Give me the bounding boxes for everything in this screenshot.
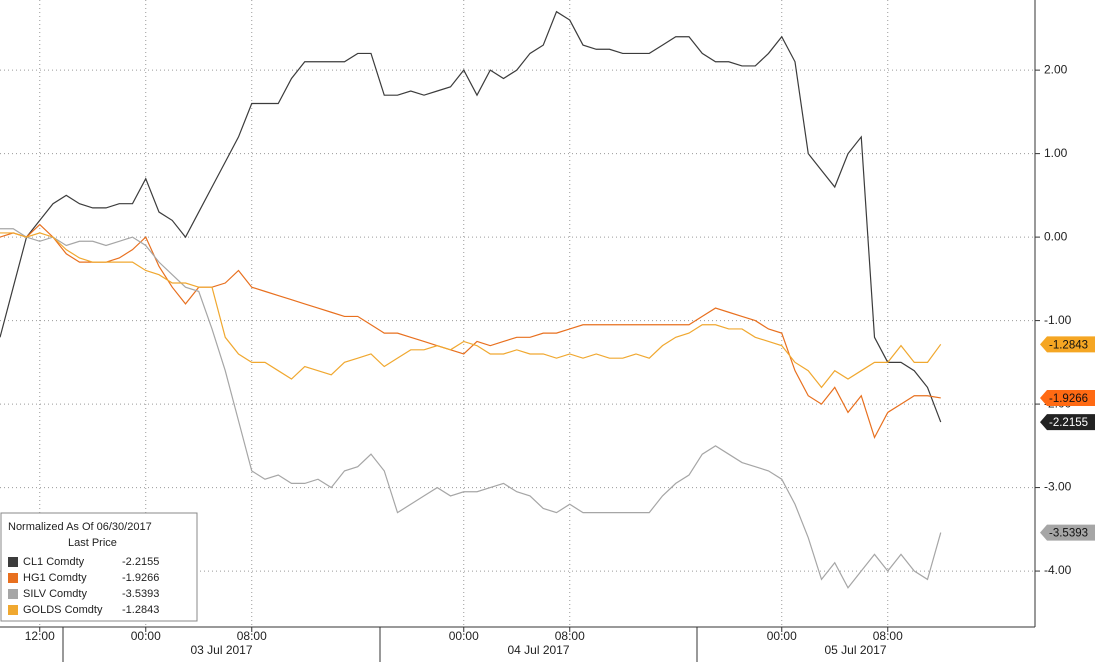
lines [0,10,942,589]
legend-value: -1.9266 [122,572,159,584]
tag-label: -1.9266 [1049,393,1088,405]
y-tick-label: 1.00 [1044,146,1068,160]
x-tick-label: 08:00 [873,629,903,643]
last-price-tag: -2.2155 [1040,414,1095,431]
tag-shape [1040,336,1095,353]
legend-value: -1.2843 [122,604,159,616]
tag-shape [1040,524,1095,541]
legend-label: SILV Comdty [23,588,87,600]
date-label: 05 Jul 2017 [824,643,886,657]
legend-value: -3.5393 [122,588,159,600]
date-label: 04 Jul 2017 [507,643,569,657]
x-tick-label: 08:00 [555,629,585,643]
x-tick-label: 08:00 [237,629,267,643]
last-price-tags: -2.2155 -1.9266 -3.5393 -1.2843 [1040,336,1095,541]
legend-label: HG1 Comdty [23,572,87,584]
tag-shape [1040,389,1095,406]
legend-value: -2.2155 [122,556,159,568]
tag-label: -2.2155 [1049,417,1088,429]
legend-swatch [8,573,18,583]
last-price-tag: -3.5393 [1040,524,1095,541]
x-tick-label: 12:00 [25,629,55,643]
legend-label: GOLDS Comdty [23,604,103,616]
series-line [0,228,942,589]
series-line [0,223,941,440]
legend-subtitle: Last Price [68,537,117,549]
series-line [0,10,942,423]
legend-swatch [8,557,18,567]
y-tick-label: 2.00 [1044,62,1068,76]
y-tick-label: -3.00 [1044,480,1072,494]
legend-box [0,512,198,622]
x-tick-label: 00:00 [449,629,479,643]
tag-label: -3.5393 [1049,528,1088,540]
tag-shape [1040,414,1095,431]
date-label: 03 Jul 2017 [190,643,252,657]
y-tick-label: -1.00 [1044,313,1072,327]
tag-label: -1.2843 [1049,339,1088,351]
y-tick-label: 0.00 [1044,229,1068,243]
x-tick-label: 00:00 [767,629,797,643]
y-tick-label: -4.00 [1044,563,1072,577]
series-line [0,232,942,389]
legend-label: CL1 Comdty [23,556,85,568]
x-tick-label: 00:00 [131,629,161,643]
last-price-tag: -1.2843 [1040,336,1095,353]
legend-swatch [8,605,18,615]
legend: Normalized As Of 06/30/2017 Last Price C… [0,512,198,622]
legend-title: Normalized As Of 06/30/2017 [8,521,152,533]
last-price-tag: -1.9266 [1040,389,1095,406]
legend-swatch [8,589,18,599]
